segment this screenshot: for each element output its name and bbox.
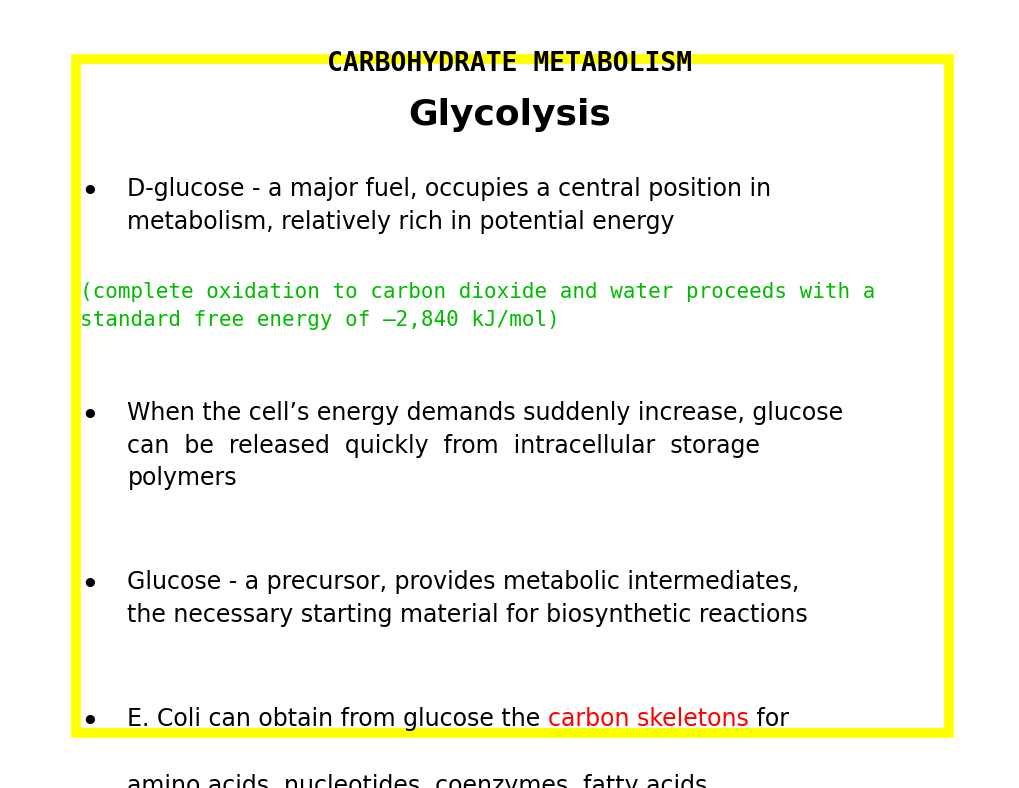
Text: for: for: [748, 708, 789, 731]
Text: Glucose - a precursor, provides metabolic intermediates,
the necessary starting : Glucose - a precursor, provides metaboli…: [127, 571, 807, 627]
Text: When the cell’s energy demands suddenly increase, glucose
can  be  released  qui: When the cell’s energy demands suddenly …: [127, 401, 843, 490]
FancyBboxPatch shape: [76, 59, 948, 733]
Text: •: •: [81, 177, 99, 208]
Text: (complete oxidation to carbon dioxide and water proceeds with a
standard free en: (complete oxidation to carbon dioxide an…: [79, 282, 874, 329]
Text: •: •: [81, 401, 99, 433]
Text: carbon skeletons: carbon skeletons: [548, 708, 748, 731]
Text: •: •: [81, 708, 99, 738]
Text: D-glucose - a major fuel, occupies a central position in
metabolism, relatively : D-glucose - a major fuel, occupies a cen…: [127, 177, 770, 234]
Text: •: •: [81, 571, 99, 601]
Text: amino acids, nucleotides, coenzymes, fatty acids: amino acids, nucleotides, coenzymes, fat…: [127, 774, 707, 788]
Text: E. Coli can obtain from glucose the: E. Coli can obtain from glucose the: [127, 708, 548, 731]
Text: CARBOHYDRATE METABOLISM: CARBOHYDRATE METABOLISM: [327, 51, 692, 77]
Text: Glycolysis: Glycolysis: [409, 98, 610, 132]
